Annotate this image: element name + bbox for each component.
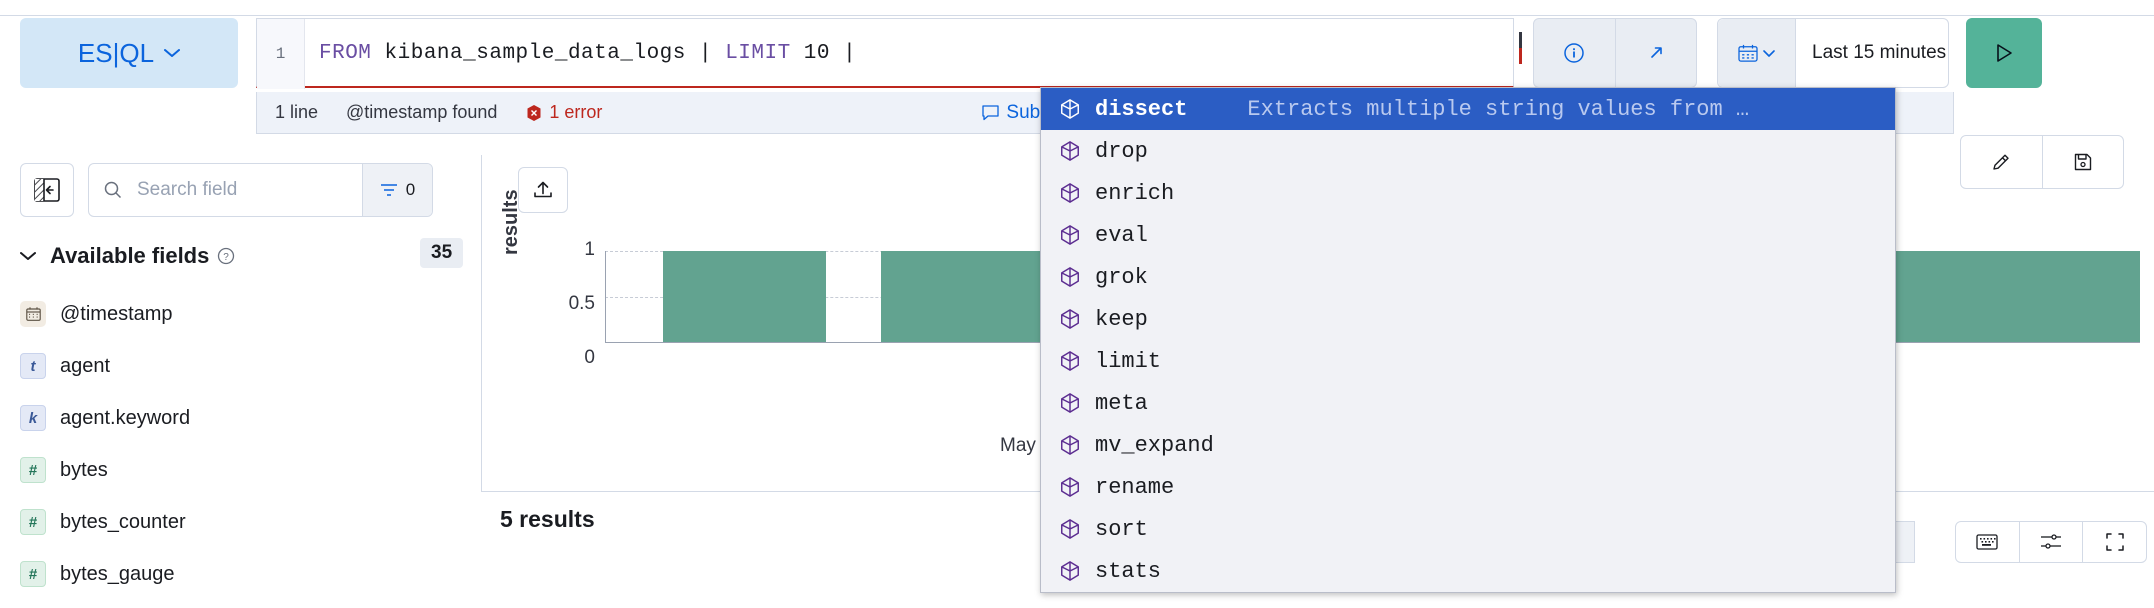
svg-text:?: ? xyxy=(224,252,230,263)
